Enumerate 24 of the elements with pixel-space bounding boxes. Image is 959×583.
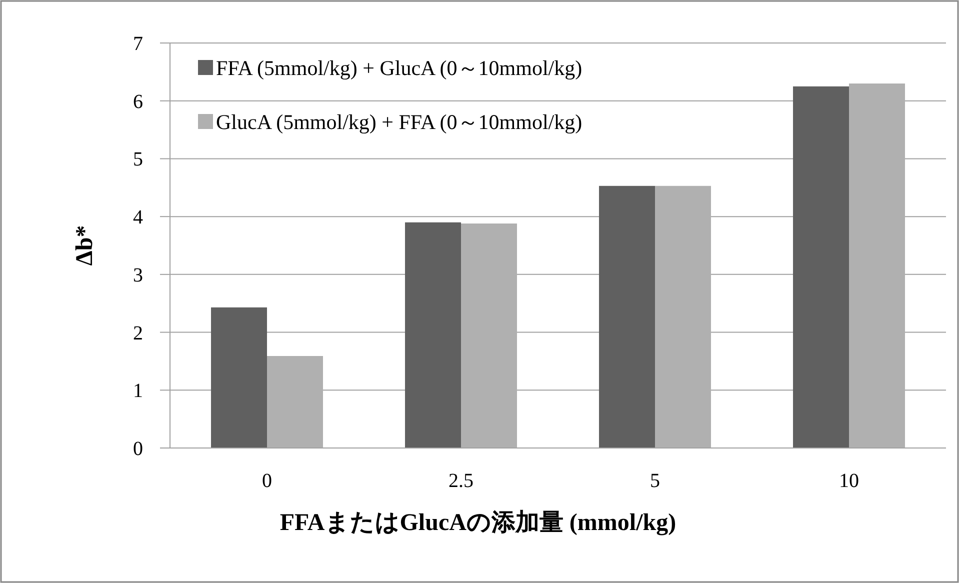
y-axis-title: Δb* [72,225,98,266]
x-tick-label: 2.5 [448,470,474,492]
bar [405,222,461,448]
legend-label: FFA (5mmol/kg) + GlucA (0～10mmol/kg) [216,56,582,80]
y-tick-label: 6 [133,90,143,113]
x-tick-label: 5 [650,470,660,492]
y-tick-label: 1 [133,380,143,402]
y-tick-label: 5 [133,148,143,171]
y-tick-label: 3 [133,264,143,286]
bar [655,186,711,448]
legend-label: GlucA (5mmol/kg) + FFA (0～10mmol/kg) [216,110,582,134]
y-tick-label: 2 [133,322,143,344]
bar [267,356,323,448]
bar [599,186,655,448]
bar [211,307,267,448]
y-tick-label: 4 [133,206,143,229]
x-axis-title: FFAまたはGlucAの添加量 (mmol/kg) [280,509,676,536]
bar [461,224,517,448]
x-tick-label: 10 [839,470,859,492]
bar [849,84,905,448]
y-tick-label: 7 [133,33,143,55]
bar [793,86,849,448]
y-tick-label: 0 [133,438,143,460]
x-tick-label: 0 [262,470,272,492]
